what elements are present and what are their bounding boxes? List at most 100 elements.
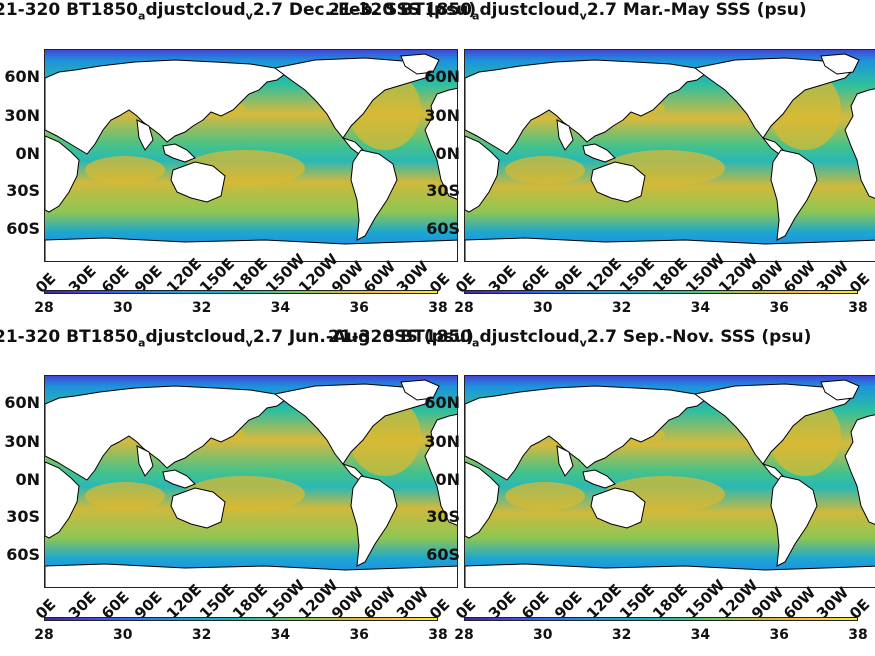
chart-3-y-tick-label: 60N [4, 393, 40, 412]
chart-1-y-tick-label: 30N [4, 106, 40, 125]
chart-1-colorbar [44, 290, 438, 294]
chart-2-y-tick-label: 60S [426, 219, 460, 238]
chart-2-salinity-blob [505, 156, 585, 184]
chart-2-title-part: v [579, 9, 587, 23]
chart-1-land-mass [350, 149, 398, 241]
chart-3-colorbar-tick-label: 30 [113, 627, 133, 643]
chart-1-salinity-blob [85, 156, 165, 184]
chart-2-colorbar-tick-label: 38 [848, 300, 868, 316]
chart-4-colorbar [464, 617, 858, 621]
chart-3-land-mass [136, 445, 154, 477]
chart-1-title-part: 21-320 BT1850 [0, 0, 138, 20]
chart-2-land-mass [465, 135, 500, 213]
chart-2-land-mass [820, 53, 860, 75]
chart-4-title-part: v [579, 336, 587, 350]
chart-4-colorbar-tick-label: 34 [690, 627, 711, 643]
chart-2-colorbar [464, 290, 858, 294]
chart-4-land-mass [820, 379, 860, 401]
chart-3-colorbar-tick-label: 28 [34, 627, 54, 643]
chart-4-title-part: djustcloud [479, 327, 580, 347]
chart-2-colorbar-tick-label: 34 [690, 300, 711, 316]
chart-3-title-part: a [138, 336, 146, 350]
chart-2-title-part: 21-320 BT1850 [328, 0, 472, 20]
chart-2-land-mass [465, 59, 706, 155]
chart-1-title: 21-320 BT1850adjustcloudv2.7 Dec.-Feb. S… [0, 0, 476, 22]
chart-4-y-tick-label: 60N [424, 393, 460, 412]
chart-1-land-mass [424, 87, 457, 200]
chart-1-land-mass [170, 161, 226, 203]
chart-3-salinity-blob [85, 482, 165, 510]
chart-2-land-mass [770, 149, 818, 241]
chart-3-colorbar-tick-label: 32 [191, 627, 212, 643]
chart-4-y-tick-label: 30N [424, 432, 460, 451]
chart-4-land-mass [465, 563, 875, 587]
chart-1-land-mass [136, 119, 154, 151]
chart-3-land-mass [45, 563, 457, 587]
chart-2-land-mass [844, 88, 875, 199]
chart-1-y-tick-label: 60S [6, 219, 40, 238]
chart-4-land-mass [770, 475, 818, 567]
chart-3-map-panel [44, 375, 458, 588]
chart-2-map-panel [464, 49, 875, 262]
chart-3-colorbar [44, 617, 438, 621]
chart-2-land-mass [556, 119, 574, 151]
chart-4-colorbar-tick-label: 36 [769, 627, 789, 643]
chart-4-y-tick-label: 60S [426, 545, 460, 564]
chart-2-land-mass [582, 143, 616, 163]
chart-3-title-part: djustcloud [145, 327, 246, 347]
chart-3-land-mass [170, 487, 226, 529]
chart-1-colorbar-tick-label: 34 [270, 300, 291, 316]
chart-1-map-svg [45, 50, 457, 261]
chart-3-land-mass [45, 385, 286, 481]
chart-1-map-panel [44, 49, 458, 262]
chart-2-colorbar-tick-label: 28 [454, 300, 474, 316]
chart-2-map-svg [465, 50, 875, 261]
chart-1-y-tick-label: 0N [15, 144, 40, 163]
chart-4-colorbar-tick-label: 30 [533, 627, 553, 643]
chart-1-y-tick-label: 30S [6, 181, 40, 200]
chart-4-salinity-blob [505, 482, 585, 510]
chart-2-land-mass [590, 161, 646, 203]
chart-4-title-part: 21-320 BT1850 [328, 327, 472, 347]
chart-1-colorbar-tick-label: 38 [428, 300, 448, 316]
chart-3-land-mass [400, 379, 440, 401]
chart-2-y-tick-label: 30N [424, 106, 460, 125]
chart-3-colorbar-tick-label: 38 [428, 627, 448, 643]
chart-2-title: 21-320 BT1850adjustcloudv2.7 Mar.-May SS… [328, 0, 807, 22]
chart-3-y-tick-label: 30N [4, 432, 40, 451]
chart-3-y-tick-label: 30S [6, 507, 40, 526]
chart-2-colorbar-tick-label: 36 [769, 300, 789, 316]
chart-2-colorbar-tick-label: 30 [533, 300, 553, 316]
chart-1-title-part: djustcloud [145, 0, 246, 20]
chart-2-colorbar-tick-label: 32 [611, 300, 632, 316]
chart-4-land-mass [465, 461, 500, 539]
chart-3-land-mass [45, 461, 80, 539]
chart-1-land-mass [45, 59, 286, 155]
chart-3-land-mass [350, 475, 398, 567]
chart-2-y-tick-label: 0N [435, 144, 460, 163]
chart-3-colorbar-tick-label: 34 [270, 627, 291, 643]
chart-3-title-part: v [245, 336, 253, 350]
chart-4-colorbar-tick-label: 28 [454, 627, 474, 643]
chart-1-colorbar-tick-label: 32 [191, 300, 212, 316]
chart-1-land-mass [45, 135, 80, 213]
chart-4-land-mass [556, 445, 574, 477]
chart-1-land-mass [45, 237, 457, 261]
chart-1-title-part: a [138, 9, 146, 23]
chart-4-y-tick-label: 0N [435, 470, 460, 489]
chart-3-y-tick-label: 60S [6, 545, 40, 564]
chart-1-y-tick-label: 60N [4, 67, 40, 86]
chart-2-y-tick-label: 30S [426, 181, 460, 200]
chart-4-title-part: a [472, 336, 480, 350]
chart-4-land-mass [465, 385, 706, 481]
chart-1-colorbar-tick-label: 30 [113, 300, 133, 316]
chart-4-colorbar-tick-label: 32 [611, 627, 632, 643]
chart-1-colorbar-tick-label: 36 [349, 300, 369, 316]
chart-1-colorbar-tick-label: 28 [34, 300, 54, 316]
chart-2-y-tick-label: 60N [424, 67, 460, 86]
chart-3-title: 21-320 BT1850adjustcloudv2.7 Jun.-Aug. S… [0, 327, 474, 349]
chart-4-title: 21-320 BT1850adjustcloudv2.7 Sep.-Nov. S… [328, 327, 811, 349]
chart-3-map-svg [45, 376, 457, 587]
chart-2-title-part: 2.7 Mar.-May SSS (psu) [586, 0, 807, 20]
chart-2-title-part: a [472, 9, 480, 23]
